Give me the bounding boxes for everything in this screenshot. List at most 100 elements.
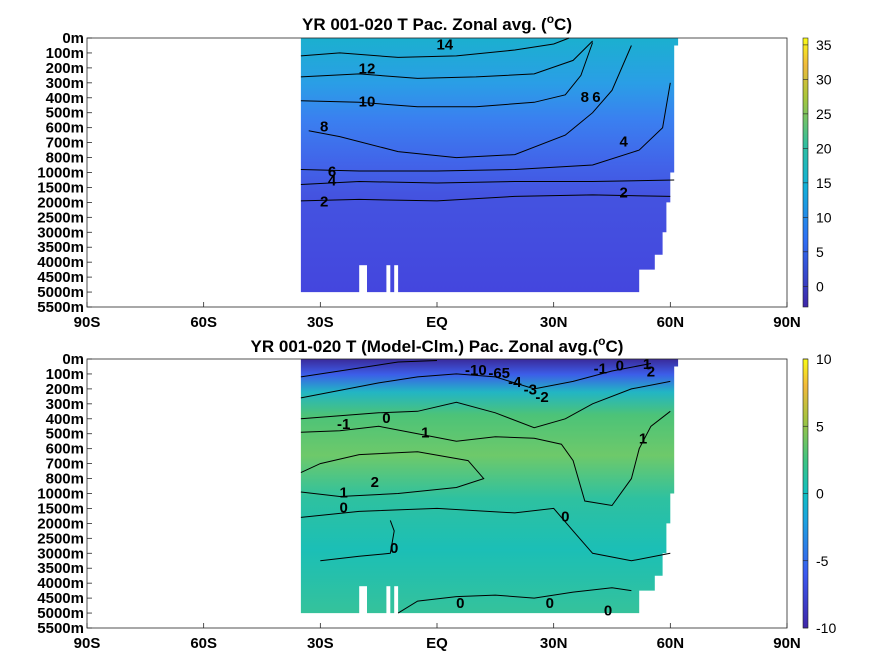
contour-line (300, 360, 438, 378)
y-tick-label: 100m (46, 366, 84, 383)
y-tick-label: 500m (46, 426, 84, 443)
y-tick-label: 600m (46, 441, 84, 458)
contour-label: -65 (488, 365, 510, 382)
colorbar-tick-label: 10 (816, 209, 832, 225)
land-mask (394, 265, 399, 296)
contour-label: 2 (320, 193, 328, 210)
y-tick-label: 700m (46, 456, 84, 473)
y-tick-label: 5000m (37, 284, 84, 301)
contour-label: 2 (647, 363, 655, 380)
y-tick-label: 600m (46, 120, 84, 137)
y-tick-label: 1000m (37, 486, 84, 503)
land-mask (386, 586, 391, 617)
y-tick-label: 3500m (37, 560, 84, 577)
y-tick-label: 4500m (37, 590, 84, 607)
colorbar-tick-label: 20 (816, 140, 832, 156)
y-tick-label: 2000m (37, 194, 84, 211)
x-tick-label: 90N (773, 635, 801, 652)
y-tick-label: 800m (46, 471, 84, 488)
y-tick-label: 500m (46, 105, 84, 122)
y-tick-label: 2500m (37, 530, 84, 547)
contour-label: 8 (320, 119, 328, 136)
colorbar-tick-label: 0 (816, 486, 824, 502)
y-tick-label: 3000m (37, 224, 84, 241)
x-tick-label: EQ (426, 635, 448, 652)
x-tick-label: 90N (773, 314, 801, 331)
contour-label: 0 (340, 499, 348, 516)
colorbar (802, 37, 809, 308)
y-tick-label: 300m (46, 396, 84, 413)
y-tick-label: 0m (62, 351, 84, 368)
contour-line (300, 40, 593, 79)
contour-label: 0 (616, 357, 624, 374)
y-tick-label: 100m (46, 45, 84, 62)
contour-line (397, 587, 632, 614)
colorbar-tick-label: 5 (816, 244, 824, 260)
contour-label: 1 (421, 425, 429, 442)
x-tick-label: 90S (74, 314, 101, 331)
contour-line (320, 520, 395, 562)
y-tick-label: 3000m (37, 545, 84, 562)
y-tick-label: 400m (46, 411, 84, 428)
chart-title: YR 001-020 T Pac. Zonal avg. (oC) (302, 12, 572, 34)
contour-label: 4 (620, 134, 629, 151)
contour-label: 8 (581, 89, 589, 106)
contour-label: 0 (561, 508, 569, 525)
y-tick-label: 1500m (37, 179, 84, 196)
contour-line (300, 410, 671, 507)
y-tick-label: 2000m (37, 515, 84, 532)
land-mask (359, 586, 367, 617)
y-tick-label: 700m (46, 135, 84, 152)
contour-label: -1 (594, 360, 607, 377)
x-tick-label: 30S (307, 635, 334, 652)
colorbar-tick-label: -10 (816, 620, 836, 636)
colorbar-tick-label: 5 (816, 418, 824, 434)
y-tick-label: 1000m (37, 165, 84, 182)
y-tick-label: 5500m (37, 299, 84, 316)
y-tick-label: 3500m (37, 239, 84, 256)
contour-line (300, 451, 485, 498)
contour-label: 0 (390, 540, 398, 557)
y-tick-label: 5500m (37, 620, 84, 637)
contour-label: 2 (371, 474, 379, 491)
contour-label: 6 (328, 163, 336, 180)
colorbar-tick-label: 15 (816, 175, 832, 191)
colorbar-tick-label: 10 (816, 351, 832, 367)
contour-line (308, 45, 632, 159)
contour-line (300, 179, 675, 185)
y-tick-label: 4000m (37, 254, 84, 271)
y-tick-label: 1500m (37, 500, 84, 517)
x-tick-label: 60N (657, 314, 685, 331)
land-mask (359, 265, 367, 296)
contour-label: 4 (328, 172, 337, 189)
contour-label: 14 (436, 36, 453, 53)
x-tick-label: 60N (657, 635, 685, 652)
contour-line (300, 363, 651, 399)
contour-line (300, 42, 594, 108)
colorbar-tick-label: 30 (816, 71, 832, 87)
y-tick-label: 400m (46, 90, 84, 107)
y-tick-label: 800m (46, 150, 84, 167)
contour-label: 1 (639, 431, 647, 448)
contour-line (300, 507, 671, 562)
contour-label: -3 (524, 381, 537, 398)
contour-label: 10 (359, 93, 376, 110)
y-tick-label: 300m (46, 75, 84, 92)
contour-line (300, 37, 570, 58)
contour-label: 1 (643, 356, 651, 373)
contour-label: -2 (535, 389, 548, 406)
x-tick-label: 30N (540, 635, 568, 652)
contour-label: 6 (592, 89, 600, 106)
y-tick-label: 200m (46, 381, 84, 398)
y-tick-label: 5000m (37, 605, 84, 622)
y-tick-label: 2500m (37, 209, 84, 226)
data-field (300, 359, 679, 614)
x-tick-label: 60S (190, 314, 217, 331)
contour-line (300, 194, 671, 202)
contour-label: 1 (340, 484, 348, 501)
data-field (300, 38, 679, 293)
colorbar-tick-label: 0 (816, 278, 824, 294)
